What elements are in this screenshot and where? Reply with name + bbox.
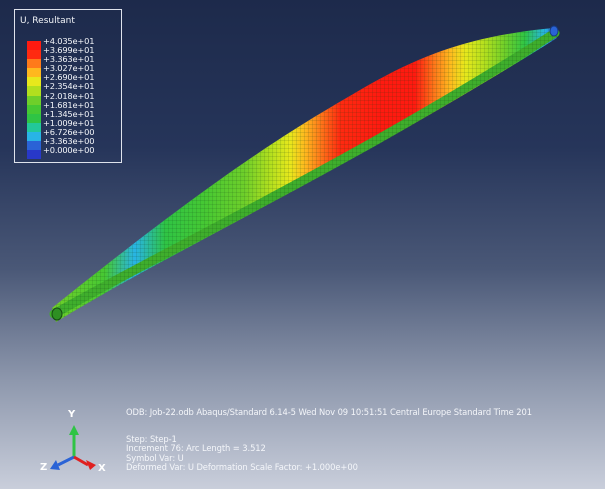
legend-entry: +1.681e+01 bbox=[27, 100, 119, 114]
legend-entry: +3.699e+01 bbox=[27, 46, 119, 60]
legend-value: +2.354e+01 bbox=[43, 81, 95, 92]
legend-value: +2.690e+01 bbox=[43, 72, 95, 83]
legend-swatch bbox=[27, 86, 41, 96]
legend-entry: +0.000e+00 bbox=[27, 146, 119, 160]
x-axis-arrow bbox=[73, 455, 89, 467]
contour-legend: U, Resultant +4.035e+01 +3.699e+01 +3.363e… bbox=[14, 9, 122, 163]
legend-value: +0.000e+00 bbox=[43, 145, 95, 156]
legend-swatch bbox=[27, 150, 41, 160]
legend-value: +3.363e+00 bbox=[43, 136, 95, 147]
deformed-var-line: Deformed Var: U Deformation Scale Factor… bbox=[126, 461, 358, 472]
legend-value: +1.345e+01 bbox=[43, 108, 95, 119]
beam-end-cap-left bbox=[51, 307, 63, 321]
step-info-line: Step: Step-1 bbox=[126, 434, 177, 445]
legend-entry: +3.363e+01 bbox=[27, 55, 119, 69]
legend-swatch bbox=[27, 122, 41, 132]
legend-value: +3.027e+01 bbox=[43, 63, 95, 74]
legend-entry: +2.018e+01 bbox=[27, 91, 119, 105]
legend-swatch bbox=[27, 104, 41, 114]
model-info-text: ODB: Job-22.odb Abaqus/Standard 6.14-5 W… bbox=[126, 407, 605, 472]
legend-entry: +2.354e+01 bbox=[27, 82, 119, 96]
legend-value: +6.726e+00 bbox=[43, 126, 95, 137]
legend-swatch bbox=[27, 77, 41, 87]
legend-value: +2.018e+01 bbox=[43, 90, 95, 101]
legend-swatch bbox=[27, 141, 41, 151]
z-axis-arrow bbox=[57, 455, 75, 467]
legend-value: +1.681e+01 bbox=[43, 99, 95, 110]
symbol-var-line: Symbol Var: U bbox=[126, 452, 184, 463]
increment-info-line: Increment 76: Arc Length = 3.512 bbox=[126, 443, 266, 454]
legend-value: +4.035e+01 bbox=[43, 36, 95, 46]
beam-end-cap-right bbox=[549, 25, 559, 37]
legend-entry: +3.027e+01 bbox=[27, 64, 119, 78]
legend-swatch bbox=[27, 131, 41, 142]
legend-swatch bbox=[27, 68, 41, 78]
triad-z-label: Z bbox=[40, 462, 48, 473]
legend-entry: +4.035e+01 bbox=[27, 37, 119, 51]
z-axis-arrowhead bbox=[50, 460, 60, 470]
legend-swatch bbox=[27, 41, 41, 51]
legend-entry: +2.690e+01 bbox=[27, 73, 119, 87]
legend-swatch bbox=[27, 50, 41, 60]
legend-entry: +3.363e+00 bbox=[27, 137, 119, 151]
legend-entry: +1.009e+01 bbox=[27, 118, 119, 132]
legend-swatch bbox=[27, 113, 41, 123]
legend-entries: +4.035e+01 +3.699e+01 +3.363e+01 +3.027e+01… bbox=[27, 37, 119, 160]
legend-swatch bbox=[27, 95, 41, 105]
triad-arrows bbox=[50, 425, 96, 470]
legend-entry: +1.345e+01 bbox=[27, 109, 119, 123]
odb-info-line: ODB: Job-22.odb Abaqus/Standard 6.14-5 W… bbox=[126, 407, 532, 417]
coordinate-triad-icon[interactable]: Y Z X bbox=[30, 405, 120, 485]
triad-y-label: Y bbox=[68, 409, 76, 420]
legend-swatch bbox=[27, 59, 41, 69]
legend-entry: +6.726e+00 bbox=[27, 127, 119, 142]
y-axis-arrowhead bbox=[69, 425, 79, 435]
legend-value: +3.699e+01 bbox=[43, 45, 95, 56]
triad-x-label: X bbox=[98, 463, 106, 474]
legend-title: U, Resultant bbox=[20, 16, 75, 26]
legend-value: +1.009e+01 bbox=[43, 117, 95, 128]
beam-base-tube-mesh bbox=[51, 29, 558, 318]
x-axis-arrowhead bbox=[86, 460, 96, 470]
legend-value: +3.363e+01 bbox=[43, 54, 95, 65]
